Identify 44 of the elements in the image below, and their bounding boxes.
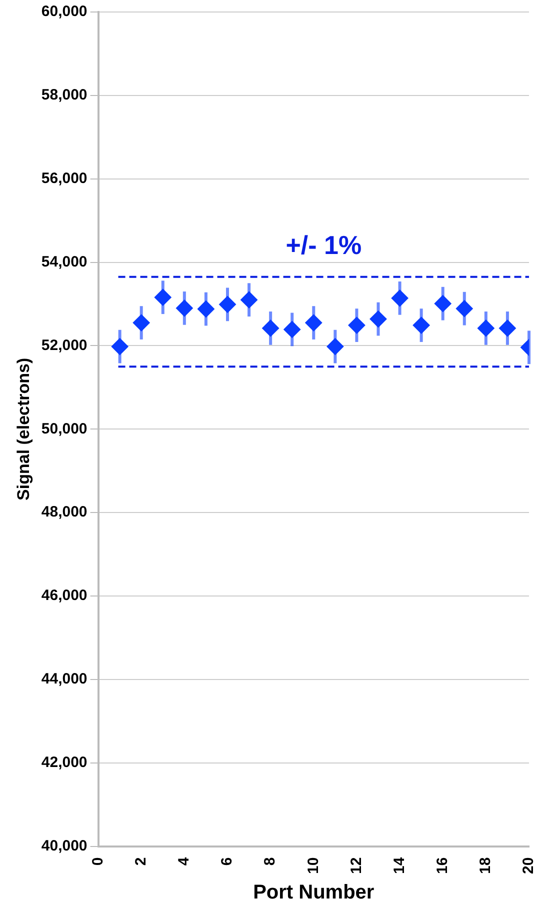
y-tick-label: 46,000 bbox=[41, 587, 88, 604]
x-tick-label: 16 bbox=[434, 857, 451, 874]
point bbox=[111, 338, 128, 356]
point bbox=[154, 288, 172, 306]
x-tick-label: 6 bbox=[218, 857, 236, 866]
x-tick-label: 12 bbox=[348, 857, 365, 874]
y-tick-label: 54,000 bbox=[41, 253, 88, 270]
x-tick-label: 4 bbox=[176, 856, 193, 866]
point bbox=[262, 320, 280, 337]
point bbox=[218, 296, 236, 313]
point bbox=[412, 316, 430, 334]
point bbox=[284, 320, 301, 338]
point bbox=[456, 300, 473, 318]
y-tick-label: 52,000 bbox=[41, 336, 88, 354]
x-tick-label: 18 bbox=[477, 857, 494, 874]
point bbox=[498, 320, 516, 337]
y-tick-label: 56,000 bbox=[41, 170, 88, 188]
x-tick-label: 14 bbox=[390, 856, 408, 874]
point bbox=[197, 300, 214, 318]
y-tick-label: 48,000 bbox=[41, 504, 88, 521]
point bbox=[305, 314, 322, 332]
point bbox=[132, 314, 150, 332]
point bbox=[326, 338, 344, 356]
point bbox=[370, 310, 387, 328]
point bbox=[348, 316, 366, 334]
y-tick-label: 50,000 bbox=[41, 420, 88, 438]
y-tick-label: 44,000 bbox=[41, 670, 88, 688]
y-tick-label: 42,000 bbox=[41, 754, 88, 772]
y-axis-title: Signal (electrons) bbox=[14, 358, 33, 500]
annotation: +/- 1% bbox=[286, 230, 362, 260]
x-tick-label: 10 bbox=[304, 857, 322, 874]
x-tick-label: 0 bbox=[89, 857, 106, 866]
point bbox=[240, 291, 258, 308]
y-tick-label: 58,000 bbox=[41, 86, 88, 104]
point bbox=[391, 290, 408, 307]
y-tick-label: 60,000 bbox=[41, 3, 88, 20]
point bbox=[477, 320, 494, 337]
x-tick-label: 8 bbox=[262, 857, 279, 866]
x-tick-label: 2 bbox=[132, 857, 150, 866]
x-tick-label: 20 bbox=[520, 857, 538, 874]
point bbox=[176, 300, 193, 317]
point bbox=[434, 295, 452, 312]
y-tick-label: 40,000 bbox=[41, 837, 88, 854]
x-axis-title: Port Number bbox=[253, 882, 374, 904]
